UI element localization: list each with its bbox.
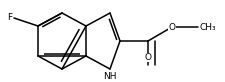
Text: NH: NH [103, 72, 117, 81]
Text: O: O [144, 53, 151, 62]
Text: F: F [7, 14, 12, 22]
Text: O: O [169, 22, 176, 31]
Text: CH₃: CH₃ [200, 22, 217, 31]
